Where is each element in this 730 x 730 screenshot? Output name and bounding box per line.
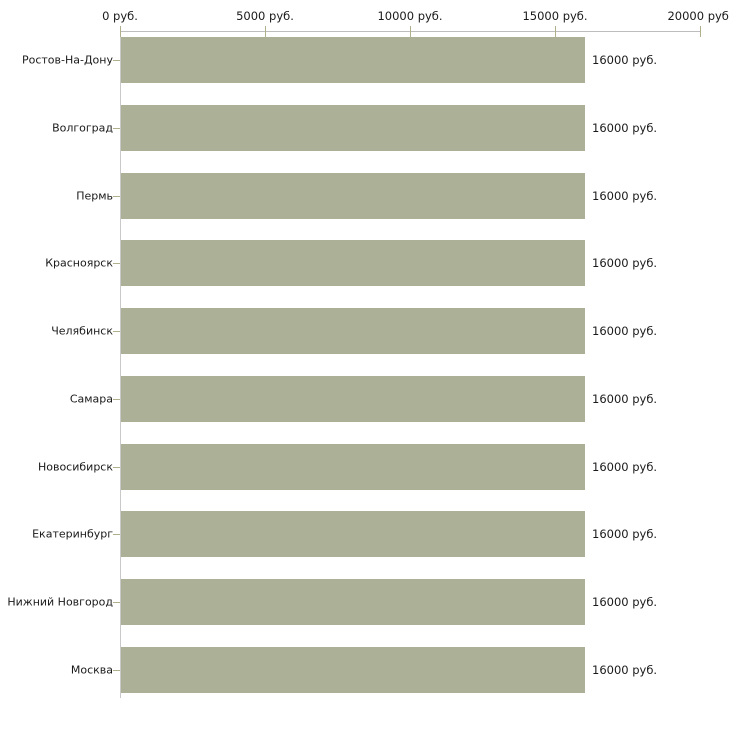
value-label: 16000 руб. <box>592 53 658 67</box>
category-tick-mark <box>113 466 120 468</box>
bar-row: Самара 16000 руб. <box>0 375 730 422</box>
category-tick-mark <box>113 331 120 333</box>
x-tick-mark <box>410 26 411 37</box>
x-tick-label: 15000 руб. <box>522 9 588 23</box>
bar <box>121 37 585 83</box>
category-label: Челябинск <box>51 324 113 338</box>
category-label: Пермь <box>76 189 113 203</box>
value-label: 16000 руб. <box>592 663 658 678</box>
bar-row: Ростов-На-Дону 16000 руб. <box>0 37 730 83</box>
value-label: 16000 руб. <box>592 527 658 542</box>
bar-row: Екатеринбург 16000 руб. <box>0 511 730 558</box>
category-tick-mark <box>113 398 120 400</box>
category-label: Екатеринбург <box>32 527 113 541</box>
value-label: 16000 руб. <box>592 595 658 610</box>
category-label: Самара <box>69 392 113 406</box>
bar <box>121 308 585 355</box>
bar <box>121 240 585 287</box>
category-tick-mark <box>113 602 120 604</box>
bar-row: Красноярск 16000 руб. <box>0 240 730 287</box>
bar <box>121 172 585 219</box>
category-label: Волгоград <box>52 121 113 135</box>
category-label: Красноярск <box>45 256 113 270</box>
category-tick-mark <box>113 60 120 61</box>
bar <box>121 375 585 422</box>
value-label: 16000 руб. <box>592 188 658 203</box>
bar <box>121 104 585 151</box>
value-label: 16000 руб. <box>592 324 658 339</box>
bar <box>121 579 585 626</box>
x-tick-mark <box>555 26 556 37</box>
category-label: Новосибирск <box>37 460 113 474</box>
bar-row: Новосибирск 16000 руб. <box>0 443 730 490</box>
bar <box>121 511 585 558</box>
x-tick-label: 10000 руб. <box>377 9 443 23</box>
category-label: Москва <box>70 663 113 677</box>
x-tick-label: 0 руб. <box>102 9 138 23</box>
bar-row: Челябинск 16000 руб. <box>0 308 730 355</box>
category-tick-mark <box>113 263 120 265</box>
category-label: Нижний Новгород <box>7 595 113 609</box>
bar-row: Волгоград 16000 руб. <box>0 104 730 151</box>
category-tick-mark <box>113 670 120 672</box>
y-axis-line <box>120 31 121 698</box>
x-tick-label: 20000 руб. <box>667 9 730 23</box>
value-label: 16000 руб. <box>592 391 658 406</box>
category-label: Ростов-На-Дону <box>21 53 113 67</box>
bar-row: Нижний Новгород 16000 руб. <box>0 579 730 626</box>
category-tick-mark <box>113 195 120 197</box>
value-label: 16000 руб. <box>592 459 658 474</box>
value-label: 16000 руб. <box>592 120 658 135</box>
bar <box>121 647 585 694</box>
bar-row: Москва 16000 руб. <box>0 647 730 694</box>
category-tick-mark <box>113 534 120 536</box>
x-tick-mark <box>700 26 701 37</box>
bar-row: Пермь 16000 руб. <box>0 172 730 219</box>
category-tick-mark <box>113 127 120 129</box>
x-tick-label: 5000 руб. <box>236 9 294 23</box>
x-tick-mark <box>265 26 266 37</box>
value-label: 16000 руб. <box>592 256 658 271</box>
x-tick-mark <box>120 26 121 37</box>
bar <box>121 443 585 490</box>
